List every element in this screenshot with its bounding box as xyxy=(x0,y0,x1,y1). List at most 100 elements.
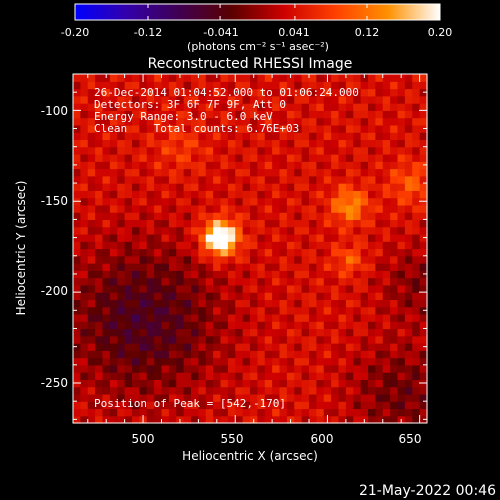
heatmap-cell xyxy=(80,74,89,82)
heatmap-cell xyxy=(87,190,96,199)
heatmap-cell xyxy=(309,226,317,235)
heatmap-cell xyxy=(279,415,288,424)
heatmap-cell xyxy=(301,81,310,90)
heatmap-cell xyxy=(80,197,89,206)
heatmap-cell xyxy=(102,379,111,388)
heatmap-cell xyxy=(220,168,229,177)
heatmap-cell xyxy=(213,313,222,322)
heatmap-cell xyxy=(227,190,236,199)
heatmap-cell xyxy=(279,241,288,250)
heatmap-cell xyxy=(279,190,288,199)
heatmap-cell xyxy=(80,386,89,395)
heatmap-cell xyxy=(124,255,133,264)
heatmap-cell xyxy=(191,270,199,279)
heatmap-cell xyxy=(368,379,376,388)
heatmap-cell xyxy=(404,364,413,373)
heatmap-cell xyxy=(80,124,89,133)
heatmap-cell xyxy=(404,175,413,184)
annotation-time-range: 26-Dec-2014 01:04:52.000 to 01:06:24.000 xyxy=(94,86,359,99)
heatmap-cell xyxy=(139,241,148,250)
heatmap-cell xyxy=(154,124,163,133)
heatmap-cell xyxy=(161,408,170,417)
heatmap-cell xyxy=(176,168,185,177)
heatmap-cell xyxy=(176,103,185,111)
heatmap-cell xyxy=(176,292,185,300)
heatmap-cell xyxy=(272,379,281,388)
heatmap-cell xyxy=(397,161,406,170)
heatmap-cell xyxy=(353,81,362,90)
heatmap-cell xyxy=(264,408,273,417)
heatmap-cell xyxy=(132,204,140,213)
heatmap-cell xyxy=(382,81,391,90)
heatmap-cell xyxy=(227,233,236,242)
heatmap-cell xyxy=(397,357,406,366)
heatmap-cell xyxy=(117,241,126,250)
heatmap-cell xyxy=(80,401,89,410)
heatmap-cell xyxy=(309,153,317,162)
heatmap-cell xyxy=(331,335,340,344)
heatmap-cell xyxy=(124,139,133,148)
heatmap-cell xyxy=(235,343,244,351)
heatmap-cell xyxy=(227,372,236,380)
heatmap-cell xyxy=(176,88,185,97)
heatmap-cell xyxy=(132,313,140,322)
heatmap-cell xyxy=(205,401,214,410)
heatmap-cell xyxy=(183,233,192,242)
heatmap-cell xyxy=(109,197,118,206)
heatmap-cell xyxy=(220,393,229,402)
heatmap-cell xyxy=(227,401,236,410)
heatmap-cell xyxy=(264,372,273,380)
heatmap-cell xyxy=(390,292,399,300)
heatmap-cell xyxy=(404,204,413,213)
heatmap-cell xyxy=(345,284,354,293)
heatmap-cell xyxy=(323,277,332,286)
heatmap-cell xyxy=(390,415,399,424)
heatmap-cell xyxy=(87,226,96,235)
heatmap-cell xyxy=(205,415,214,424)
heatmap-cell xyxy=(323,364,332,373)
heatmap-cell xyxy=(331,168,340,177)
heatmap-cell xyxy=(286,95,295,104)
heatmap-cell xyxy=(368,350,376,359)
heatmap-cell xyxy=(301,415,310,424)
heatmap-cell xyxy=(168,248,177,257)
heatmap-cell xyxy=(345,263,354,271)
heatmap-cell xyxy=(168,372,177,380)
heatmap-cell xyxy=(309,219,317,228)
heatmap-cell xyxy=(279,328,288,337)
heatmap-cell xyxy=(286,284,295,293)
heatmap-cell xyxy=(345,183,354,191)
heatmap-cell xyxy=(168,226,177,235)
heatmap-cell xyxy=(309,74,317,82)
heatmap-cell xyxy=(286,241,295,250)
heatmap-cell xyxy=(168,146,177,155)
heatmap-cell xyxy=(301,190,310,199)
heatmap-cell xyxy=(264,393,273,402)
heatmap-cell xyxy=(117,277,126,286)
heatmap-cell xyxy=(279,277,288,286)
heatmap-cell xyxy=(146,190,155,199)
heatmap-cell xyxy=(264,357,273,366)
heatmap-cell xyxy=(132,263,140,271)
heatmap-cell xyxy=(139,204,148,213)
heatmap-cell xyxy=(73,190,81,199)
heatmap-cell xyxy=(250,299,258,308)
heatmap-cell xyxy=(95,95,104,104)
heatmap-cell xyxy=(235,415,244,424)
heatmap-cell xyxy=(102,306,111,315)
heatmap-cell xyxy=(331,117,340,126)
heatmap-cell xyxy=(139,168,148,177)
heatmap-cell xyxy=(154,219,163,228)
heatmap-cell xyxy=(353,175,362,184)
heatmap-cell xyxy=(331,408,340,417)
heatmap-cell xyxy=(146,357,155,366)
heatmap-cell xyxy=(390,321,399,330)
heatmap-cell xyxy=(102,321,111,330)
heatmap-cell xyxy=(390,95,399,104)
heatmap-cell xyxy=(368,393,376,402)
heatmap-cell xyxy=(412,175,421,184)
heatmap-cell xyxy=(117,350,126,359)
heatmap-cell xyxy=(227,212,236,221)
heatmap-cell xyxy=(419,183,428,191)
heatmap-cell xyxy=(412,415,421,424)
